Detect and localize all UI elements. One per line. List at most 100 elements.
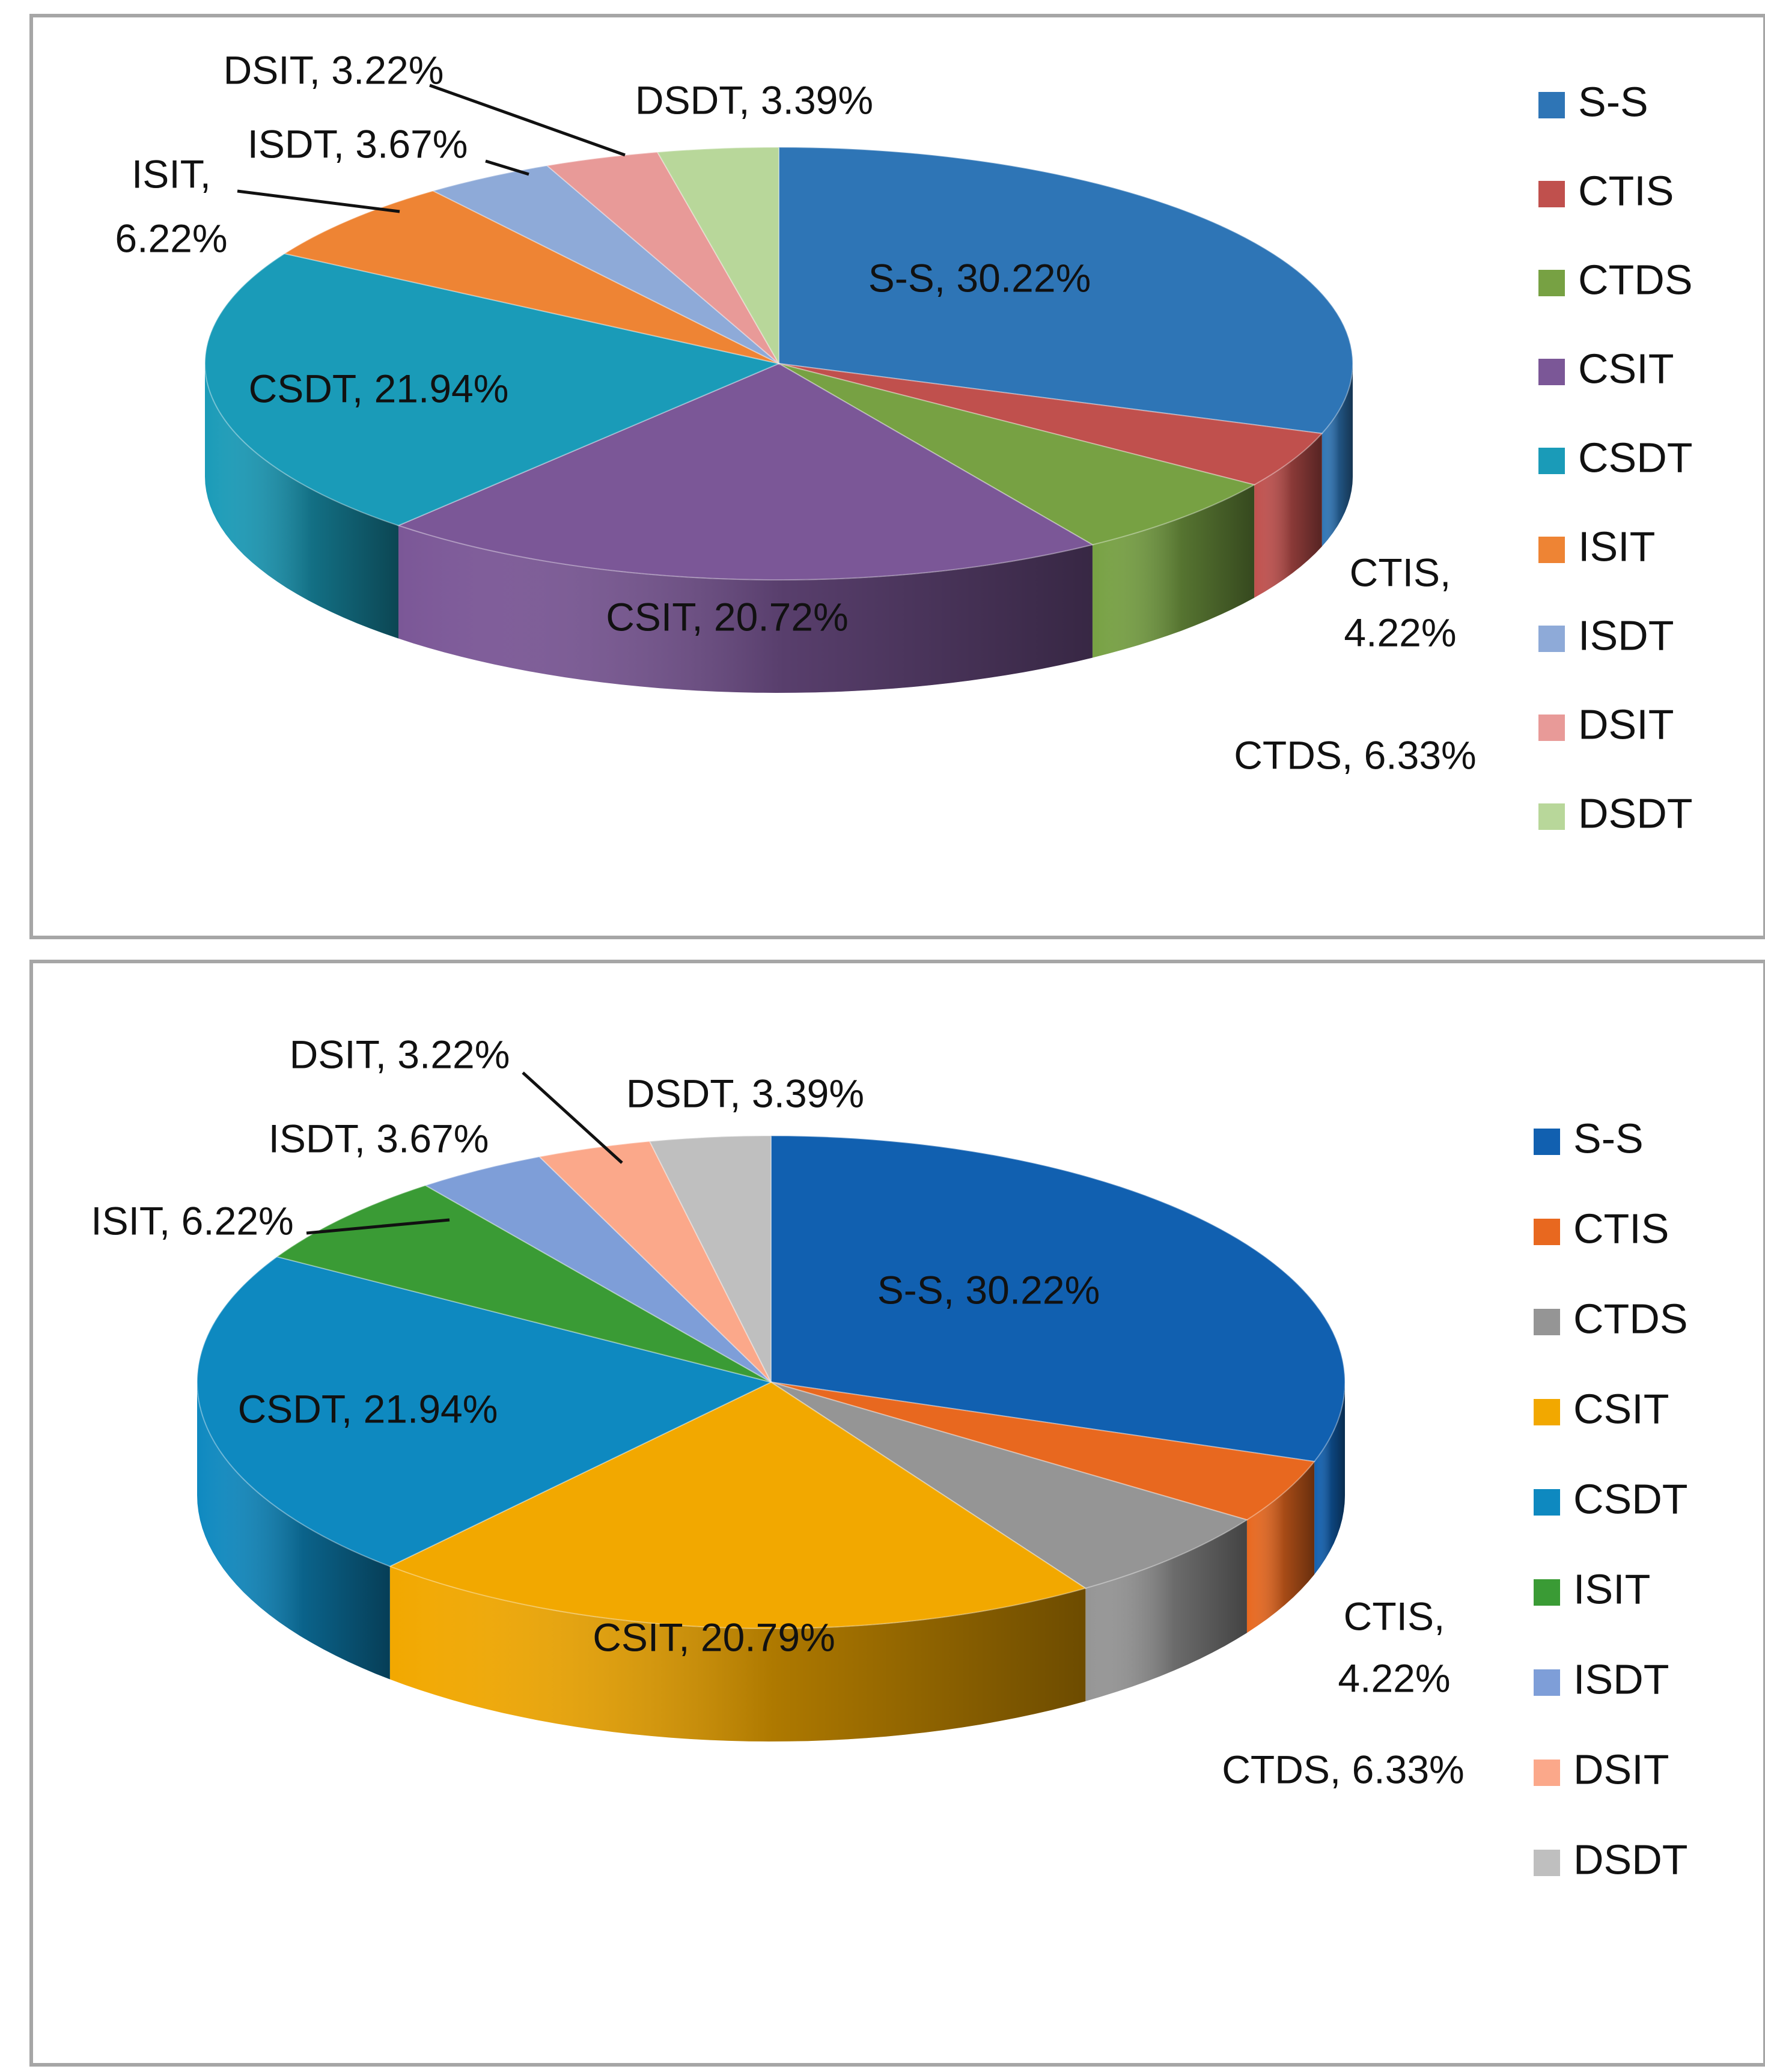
legend-swatch-dsit	[1534, 1760, 1560, 1786]
leader-line-dsit	[522, 1071, 623, 1164]
data-label-isdt: ISDT, 3.67%	[269, 1116, 489, 1160]
slice-side-ctis-shade	[1246, 1461, 1315, 1633]
legend-swatch-ctds	[1538, 270, 1565, 296]
legend-swatch-csdt	[1538, 448, 1565, 474]
pie-top-faces	[197, 1135, 1346, 1629]
leader-line-isdt	[485, 159, 529, 176]
legend-item-ctis: CTIS	[1538, 167, 1674, 214]
slice-csdt	[197, 1256, 773, 1567]
data-label-ctis: CTIS,	[1350, 550, 1451, 594]
legend-swatch-isit	[1538, 537, 1565, 563]
slice-ctis	[778, 363, 1323, 486]
slice-isit	[275, 1184, 772, 1383]
slice-side-ctis-shade	[1254, 433, 1322, 598]
data-labels: S-S, 30.22% CTIS, 4.22% CTDS, 6.33% CSIT, 20…	[115, 47, 1476, 777]
legend-item-csit: CSIT	[1538, 345, 1674, 392]
legend-item-ctds: CTDS	[1538, 256, 1693, 303]
pie-chart-1: S-S, 30.22% CTIS, 4.22% CTDS, 6.33% CSIT, 20…	[115, 47, 1692, 836]
legend-swatch-isdt	[1538, 626, 1565, 652]
legend-swatch-dsdt	[1538, 803, 1565, 830]
slice-side-ctds-shade	[1092, 484, 1255, 658]
legend-label-s-s: S-S	[1573, 1115, 1644, 1162]
slice-isdt	[431, 165, 779, 364]
pie-chart-2: S-S, 30.22% CTIS, 4.22% CTDS, 6.33% CSIT, 20…	[91, 1032, 1687, 1883]
pie-side-walls	[197, 1382, 1345, 1741]
legend-item-dsit: DSIT	[1538, 701, 1674, 748]
slice-side-csit-shade	[398, 525, 1093, 693]
legend-item-isit: ISIT	[1534, 1565, 1650, 1612]
slice-dsdt	[648, 1135, 772, 1383]
pie-side-walls	[205, 364, 1353, 693]
slice-csit	[388, 1381, 1087, 1629]
data-label-isit: ISIT, 6.22%	[91, 1198, 294, 1243]
legend-swatch-ctis	[1534, 1219, 1560, 1245]
slice-side-ctds-shade	[1085, 1520, 1247, 1701]
slice-side-s-s-shade	[1321, 364, 1353, 547]
legend-item-isdt: ISDT	[1534, 1656, 1669, 1702]
data-label-dsdt: DSDT, 3.39%	[635, 78, 873, 122]
legend-label-csit: CSIT	[1573, 1385, 1669, 1432]
legend-swatch-s-s	[1534, 1129, 1560, 1155]
legend-label-dsdt: DSDT	[1578, 790, 1693, 836]
legend-label-csit: CSIT	[1578, 345, 1674, 392]
leader-line-isit	[306, 1218, 450, 1235]
data-label-ctis: 4.22%	[1338, 1656, 1450, 1700]
slice-isdt	[424, 1156, 772, 1383]
slice-csdt	[204, 252, 781, 526]
legend-label-s-s: S-S	[1578, 78, 1648, 125]
legend-item-isit: ISIT	[1538, 523, 1655, 570]
data-label-csdt: CSDT, 21.94%	[238, 1386, 498, 1431]
leader-line-dsit	[429, 84, 626, 157]
legend-label-ctis: CTIS	[1573, 1205, 1669, 1252]
slice-dsdt	[656, 146, 779, 366]
legend-item-s-s: S-S	[1538, 78, 1648, 125]
slice-csit	[397, 362, 1094, 580]
data-label-dsit: DSIT, 3.22%	[224, 47, 444, 92]
legend-label-ctds: CTDS	[1578, 256, 1693, 303]
legend-swatch-ctis	[1538, 181, 1565, 207]
data-label-ctis: 4.22%	[1344, 610, 1456, 654]
slice-dsit	[538, 1141, 772, 1383]
legend-swatch-isdt	[1534, 1669, 1560, 1696]
legend-label-isdt: ISDT	[1578, 612, 1674, 659]
legend-label-dsit: DSIT	[1573, 1746, 1669, 1793]
legend-item-ctis: CTIS	[1534, 1205, 1669, 1252]
data-label-ctis: CTIS,	[1344, 1594, 1445, 1638]
legend-swatch-isit	[1534, 1579, 1560, 1606]
legend-item-ctds: CTDS	[1534, 1295, 1688, 1342]
leader-line-isit	[237, 189, 400, 213]
legend-item-csdt: CSDT	[1538, 434, 1693, 481]
legend-swatch-csit	[1538, 359, 1565, 385]
legend-label-ctis: CTIS	[1578, 167, 1674, 214]
slice-s-s	[770, 1135, 1346, 1463]
slice-s-s	[778, 146, 1353, 434]
legend-swatch-s-s	[1538, 92, 1565, 118]
legend-item-s-s: S-S	[1534, 1115, 1644, 1162]
slice-side-csdt-shade	[197, 1382, 390, 1680]
legend-swatch-dsit	[1538, 715, 1565, 741]
data-labels: S-S, 30.22% CTIS, 4.22% CTDS, 6.33% CSIT, 20…	[91, 1032, 1465, 1791]
data-label-isit: 6.22%	[115, 216, 227, 260]
legend-item-isdt: ISDT	[1538, 612, 1674, 659]
legend-label-csdt: CSDT	[1573, 1475, 1688, 1522]
data-label-csdt: CSDT, 21.94%	[249, 366, 509, 410]
data-label-dsit: DSIT, 3.22%	[290, 1032, 510, 1076]
legend-item-dsdt: DSDT	[1538, 790, 1693, 836]
legend-item-dsit: DSIT	[1534, 1746, 1669, 1793]
legend-swatch-csit	[1534, 1399, 1560, 1425]
legend-label-dsdt: DSDT	[1573, 1836, 1688, 1883]
legend-item-csdt: CSDT	[1534, 1475, 1688, 1522]
data-label-s-s: S-S, 30.22%	[877, 1267, 1100, 1312]
slice-ctis	[770, 1382, 1315, 1521]
slice-isit	[283, 190, 779, 364]
slice-ctds	[778, 363, 1256, 546]
slice-side-s-s-shade	[1314, 1382, 1345, 1575]
legend-swatch-dsdt	[1534, 1850, 1560, 1876]
data-label-isit: ISIT,	[132, 151, 211, 196]
legend-label-csdt: CSDT	[1578, 434, 1693, 481]
data-label-s-s: S-S, 30.22%	[868, 255, 1091, 300]
legend-label-ctds: CTDS	[1573, 1295, 1688, 1342]
data-label-ctds: CTDS, 6.33%	[1234, 733, 1476, 777]
data-label-csit: CSIT, 20.72%	[606, 594, 849, 639]
legend-item-csit: CSIT	[1534, 1385, 1669, 1432]
